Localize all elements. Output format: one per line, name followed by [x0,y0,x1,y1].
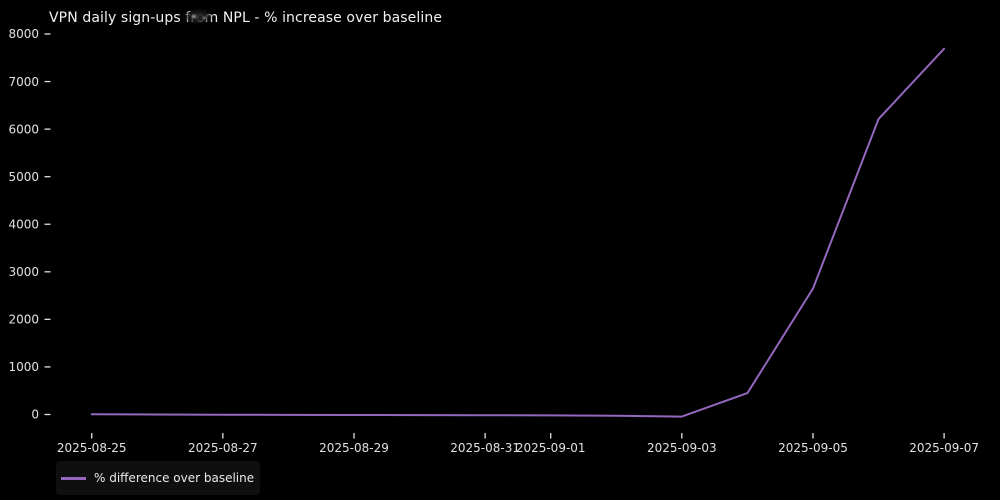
cursor-speck [203,17,206,19]
y-axis-tick-label: 6000 [8,122,39,136]
legend-frame [56,461,260,495]
legend-line-swatch [61,476,86,480]
x-axis-tick-label: 2025-08-29 [319,441,389,455]
chart-title: VPN daily sign-ups from NPL - % increase… [49,10,443,26]
legend: % difference over baseline [56,461,254,495]
x-axis-tick-label: 2025-08-31 [450,441,520,455]
y-axis-tick-label: 4000 [8,217,39,231]
x-axis-tick-label: 2025-09-01 [516,441,586,455]
y-axis-tick-label: 5000 [8,170,39,184]
x-axis-tick-label: 2025-08-25 [57,441,127,455]
x-axis-tick-label: 2025-08-27 [188,441,258,455]
x-axis-tick-label: 2025-09-07 [909,441,979,455]
x-axis-tick-label: 2025-09-03 [647,441,717,455]
y-axis-tick-label: 1000 [8,360,39,374]
cursor-smudge-artifact [182,8,214,25]
cursor-speck [192,15,196,18]
y-axis-tick-label: 0 [31,408,39,422]
y-axis-tick-label: 2000 [8,313,39,327]
x-axis-tick-label: 2025-09-05 [778,441,848,455]
series-line--difference-over-baseline [90,47,946,418]
y-axis-tick-label: 3000 [8,265,39,279]
y-axis-tick-label: 8000 [8,27,39,41]
y-axis-tick-label: 7000 [8,75,39,89]
legend-label: % difference over baseline [94,471,255,485]
